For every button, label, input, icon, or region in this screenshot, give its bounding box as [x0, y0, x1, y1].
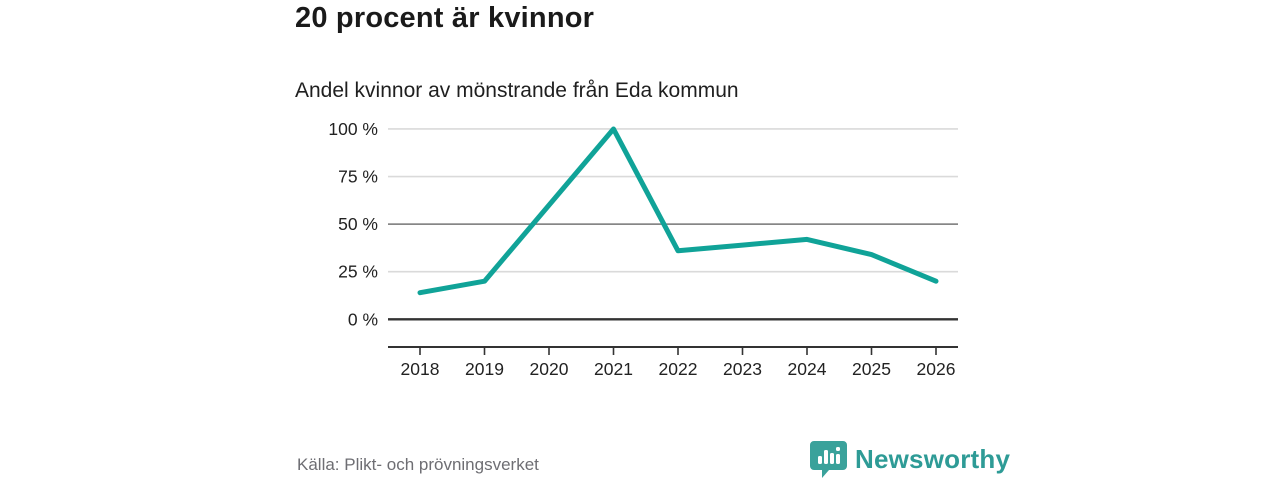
x-tick-label: 2019: [465, 359, 504, 379]
x-tick-label: 2020: [530, 359, 569, 379]
newsworthy-logo-icon: [810, 441, 847, 478]
brand-name: Newsworthy: [855, 443, 1011, 474]
y-tick-label: 100 %: [328, 119, 378, 139]
x-tick-label: 2023: [723, 359, 762, 379]
x-tick-label: 2022: [659, 359, 698, 379]
y-tick-label: 50 %: [338, 214, 378, 234]
x-tick-label: 2026: [917, 359, 956, 379]
chart-subtitle: Andel kvinnor av mönstrande från Eda kom…: [295, 79, 739, 102]
y-tick-label: 25 %: [338, 262, 378, 282]
x-tick-label: 2021: [594, 359, 633, 379]
source-note: Källa: Plikt- och prövningsverket: [297, 455, 539, 474]
brand-lockup: Newsworthy: [810, 440, 1010, 478]
data-line: [417, 126, 939, 296]
chart-title: 20 procent är kvinnor: [295, 2, 595, 34]
x-tick-label: 2024: [788, 359, 827, 379]
y-tick-label: 75 %: [338, 167, 378, 187]
y-tick-label: 0 %: [348, 309, 378, 329]
x-tick-label: 2025: [852, 359, 891, 379]
x-tick-label: 2018: [401, 359, 440, 379]
